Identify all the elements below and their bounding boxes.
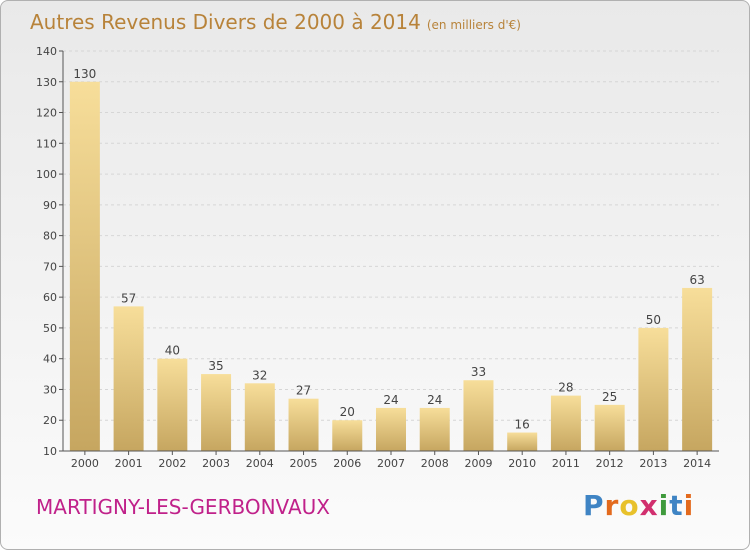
bar-value-label: 63	[689, 273, 704, 287]
x-tick-label: 2005	[290, 457, 318, 470]
bar-2007	[376, 407, 406, 451]
chart-title-main: Autres Revenus Divers de 2000 à 2014	[30, 10, 421, 34]
logo-letter: i	[658, 489, 670, 522]
x-tick-label: 2012	[596, 457, 624, 470]
x-tick-label: 2011	[552, 457, 580, 470]
y-tick-label: 100	[36, 168, 57, 181]
x-tick-label: 2014	[683, 457, 711, 470]
bar-2006	[332, 420, 363, 451]
y-tick-label: 10	[43, 445, 57, 458]
logo-letter: i	[683, 489, 695, 522]
bar-2009	[463, 380, 494, 451]
x-tick-label: 2003	[202, 457, 230, 470]
bar-2002	[157, 358, 188, 451]
town-name: MARTIGNY-LES-GERBONVAUX	[36, 495, 330, 519]
x-tick-label: 2009	[464, 457, 492, 470]
bar-value-label: 25	[602, 390, 617, 404]
bar-2005	[288, 398, 319, 451]
y-tick-label: 30	[43, 383, 57, 396]
x-tick-label: 2001	[115, 457, 143, 470]
bar-2004	[244, 383, 275, 451]
y-tick-label: 20	[43, 414, 57, 427]
bar-value-label: 24	[427, 393, 442, 407]
x-tick-label: 2004	[246, 457, 274, 470]
y-tick-label: 130	[36, 76, 57, 89]
bar-value-label: 130	[73, 67, 96, 81]
bar-2008	[419, 407, 450, 451]
x-tick-label: 2000	[71, 457, 99, 470]
chart-title: Autres Revenus Divers de 2000 à 2014 (en …	[30, 10, 521, 34]
x-tick-label: 2007	[377, 457, 405, 470]
x-tick-label: 2013	[639, 457, 667, 470]
x-tick-label: 2006	[333, 457, 361, 470]
bar-value-label: 20	[340, 405, 355, 419]
logo-letter: r	[604, 489, 620, 522]
x-tick-label: 2002	[158, 457, 186, 470]
bar-value-label: 16	[515, 418, 530, 432]
proxiti-logo: Proxiti	[583, 489, 694, 522]
y-tick-label: 110	[36, 137, 57, 150]
y-tick-label: 140	[36, 45, 57, 58]
bar-value-label: 24	[383, 393, 398, 407]
y-tick-label: 90	[43, 199, 57, 212]
x-tick-label: 2010	[508, 457, 536, 470]
y-tick-label: 70	[43, 260, 57, 273]
logo-letter: x	[639, 489, 659, 522]
y-tick-label: 40	[43, 353, 57, 366]
y-tick-label: 60	[43, 291, 57, 304]
y-tick-label: 80	[43, 230, 57, 243]
chart-title-unit: (en milliers d'€)	[426, 18, 521, 32]
bar-value-label: 50	[646, 313, 661, 327]
bar-value-label: 28	[558, 381, 573, 395]
bar-2011	[550, 395, 581, 451]
bar-value-label: 40	[165, 344, 180, 358]
bar-2014	[682, 287, 713, 451]
bar-value-label: 32	[252, 368, 267, 382]
logo-letter: o	[619, 489, 640, 522]
bar-2010	[507, 432, 538, 451]
x-tick-label: 2008	[421, 457, 449, 470]
bar-value-label: 33	[471, 365, 486, 379]
bar-2000	[69, 81, 100, 452]
bar-2003	[201, 374, 232, 451]
bar-value-label: 35	[208, 359, 223, 373]
bar-value-label: 27	[296, 384, 311, 398]
bar-2013	[638, 327, 669, 451]
logo-letter: t	[669, 489, 684, 522]
bar-value-label: 57	[121, 291, 136, 305]
y-tick-label: 120	[36, 107, 57, 120]
bar-2001	[113, 306, 144, 451]
logo-letter: P	[583, 489, 605, 522]
y-tick-label: 50	[43, 322, 57, 335]
bar-2012	[594, 404, 625, 451]
